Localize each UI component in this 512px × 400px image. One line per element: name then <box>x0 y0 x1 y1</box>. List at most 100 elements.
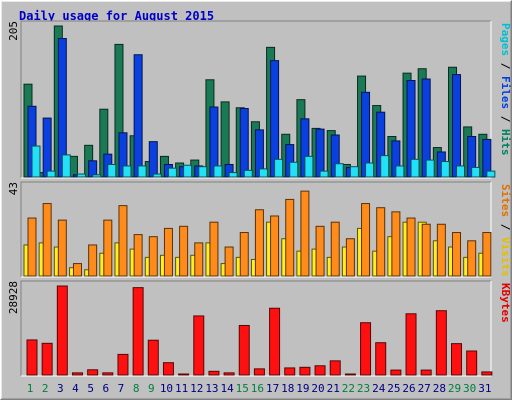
bar-sites-day-31 <box>482 232 492 277</box>
bar-pages-day-29 <box>456 165 466 178</box>
bar-kbytes-day-9 <box>147 339 159 376</box>
bar-pages-day-16 <box>258 168 268 178</box>
legend-separator: / <box>499 56 512 76</box>
bar-pages-day-24 <box>380 155 390 178</box>
x-tick-label-day-7: 7 <box>118 382 125 395</box>
panel-top: 205 Pages / Files / Hits <box>7 20 512 179</box>
bar-sites-day-13 <box>209 221 219 277</box>
bar-kbytes-day-15 <box>238 324 250 376</box>
bar-kbytes-day-1 <box>26 339 38 376</box>
x-tick-label-day-14: 14 <box>220 382 234 395</box>
x-tick-label-day-10: 10 <box>160 382 173 395</box>
x-tick-label-day-25: 25 <box>387 382 400 395</box>
bar-kbytes-day-16 <box>253 368 265 376</box>
x-tick-label-day-21: 21 <box>327 382 340 395</box>
x-tick-label-day-9: 9 <box>148 382 155 395</box>
legend-pages: Pages <box>499 23 512 56</box>
bar-kbytes-day-11 <box>178 373 190 376</box>
x-tick-label-day-16: 16 <box>251 382 264 395</box>
bar-sites-day-12 <box>194 242 204 277</box>
bar-pages-day-21 <box>334 163 344 178</box>
bar-files-day-8 <box>133 54 143 178</box>
bar-kbytes-day-3 <box>56 285 68 376</box>
bar-sites-day-20 <box>315 225 325 277</box>
bar-pages-day-3 <box>61 154 71 178</box>
x-tick-label-day-3: 3 <box>57 382 64 395</box>
bar-kbytes-day-17 <box>269 307 281 376</box>
bar-pages-day-6 <box>107 163 117 178</box>
bar-kbytes-day-6 <box>102 372 114 376</box>
bar-kbytes-day-23 <box>360 322 372 376</box>
series-pages <box>31 145 496 178</box>
bar-kbytes-day-4 <box>71 372 83 376</box>
bar-pages-day-7 <box>122 165 132 178</box>
bar-sites-day-8 <box>133 234 143 277</box>
bar-sites-day-6 <box>103 219 113 277</box>
bar-sites-day-9 <box>148 236 158 277</box>
bar-sites-day-28 <box>436 223 446 277</box>
x-tick-label-day-6: 6 <box>102 382 109 395</box>
bar-kbytes-day-29 <box>451 343 463 376</box>
x-tick-label-day-12: 12 <box>190 382 203 395</box>
bar-pages-day-15 <box>243 169 253 178</box>
bar-kbytes-day-7 <box>117 353 129 376</box>
chart-title: Daily usage for August 2015 <box>19 9 214 23</box>
x-tick-label-day-30: 30 <box>463 382 476 395</box>
bar-pages-day-4 <box>76 173 86 178</box>
bar-kbytes-day-10 <box>162 362 174 376</box>
x-tick-label-day-22: 22 <box>342 382 355 395</box>
bar-files-day-29 <box>452 74 462 178</box>
bar-sites-day-21 <box>330 221 340 277</box>
bar-sites-day-16 <box>254 209 264 277</box>
bar-pages-day-26 <box>410 158 420 178</box>
panel-bot-ymax-label: 28928 <box>7 281 20 314</box>
x-tick-label-day-15: 15 <box>236 382 249 395</box>
x-tick-label-day-8: 8 <box>133 382 140 395</box>
bar-pages-day-8 <box>137 165 147 178</box>
bar-files-day-15 <box>239 108 249 178</box>
bar-kbytes-day-26 <box>405 313 417 376</box>
bar-kbytes-day-30 <box>466 350 478 376</box>
panel-top-ymax-label: 205 <box>7 21 20 41</box>
bar-pages-day-13 <box>213 165 223 178</box>
bar-pages-day-23 <box>365 162 375 178</box>
bar-pages-day-28 <box>440 161 450 178</box>
bar-pages-day-18 <box>289 161 299 178</box>
bar-kbytes-day-19 <box>299 366 311 376</box>
x-tick-label-day-28: 28 <box>433 382 446 395</box>
bar-sites-day-15 <box>239 232 249 277</box>
bar-sites-day-10 <box>163 227 173 277</box>
series-sites <box>27 190 492 277</box>
bar-sites-day-5 <box>88 244 98 277</box>
x-tick-label-day-19: 19 <box>296 382 309 395</box>
panel-bot: 28928 KBytes <box>7 280 512 377</box>
bar-pages-day-9 <box>152 173 162 178</box>
bar-sites-day-29 <box>452 232 462 277</box>
bar-sites-day-17 <box>270 215 280 277</box>
bar-kbytes-day-8 <box>132 287 144 376</box>
x-tick-label-day-13: 13 <box>205 382 218 395</box>
bar-kbytes-day-28 <box>435 310 447 376</box>
panel-top-legend: Pages / Files / Hits <box>499 23 512 156</box>
bar-kbytes-day-14 <box>223 372 235 376</box>
legend-separator: / <box>499 217 512 237</box>
bar-pages-day-22 <box>349 166 359 178</box>
x-tick-label-day-1: 1 <box>27 382 34 395</box>
bar-sites-day-2 <box>42 203 52 277</box>
panel-mid-ymax-label: 43 <box>7 182 20 195</box>
x-tick-label-day-20: 20 <box>311 382 324 395</box>
bar-sites-day-22 <box>345 238 355 277</box>
bar-sites-day-26 <box>406 217 416 277</box>
panel-bot-legend: KBytes <box>499 283 512 323</box>
bar-pages-day-31 <box>486 170 496 178</box>
x-tick-label-day-31: 31 <box>478 382 491 395</box>
bar-pages-day-30 <box>471 166 481 178</box>
bar-pages-day-2 <box>46 170 56 178</box>
x-tick-label-day-4: 4 <box>72 382 79 395</box>
x-tick-label-day-2: 2 <box>42 382 49 395</box>
bar-pages-day-20 <box>319 170 329 178</box>
bar-sites-day-23 <box>361 203 371 277</box>
x-axis-day-labels: 1 2 3 4 5 6 7 8 9 10 11 12 13 14 15 16 17 18 19 20 21 22 23 24 2… <box>27 382 492 395</box>
